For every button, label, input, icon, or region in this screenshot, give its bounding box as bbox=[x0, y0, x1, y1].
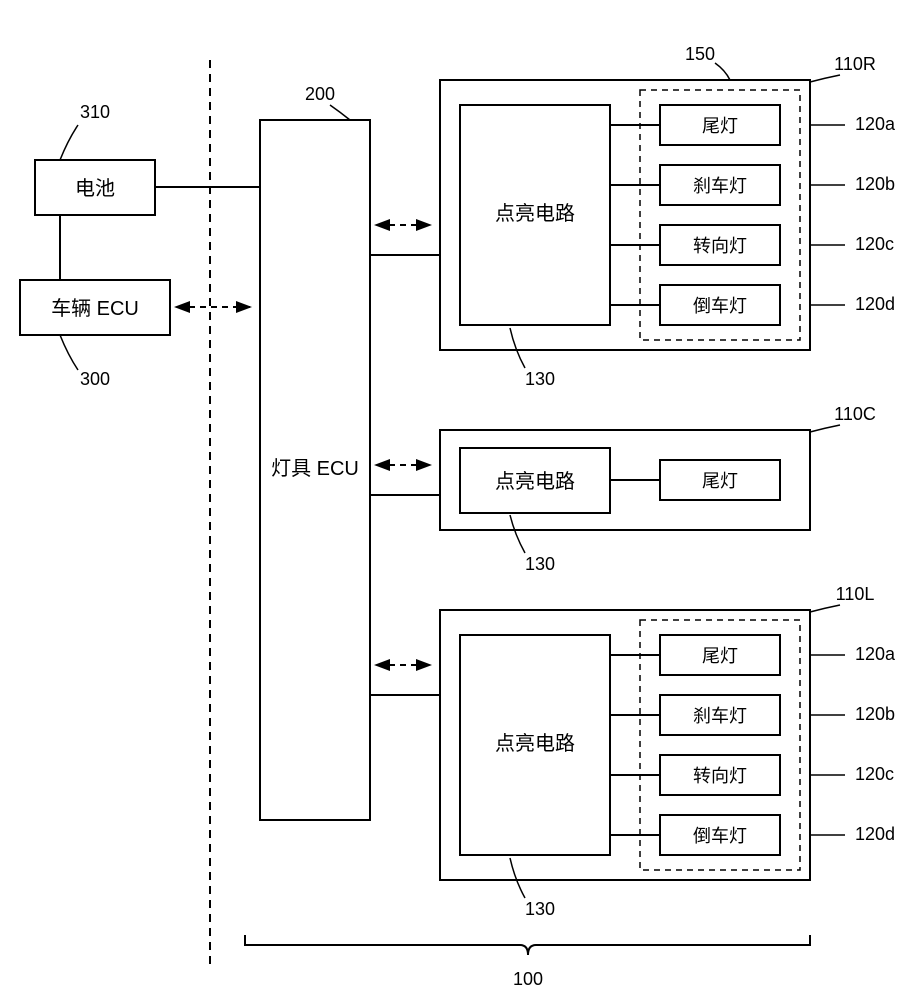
lead-130L bbox=[510, 858, 525, 898]
turn-signal-L-label: 转向灯 bbox=[693, 766, 747, 786]
brace-100 bbox=[245, 935, 810, 955]
tail-light-L-label: 尾灯 bbox=[702, 646, 738, 666]
lead-110L bbox=[810, 605, 840, 612]
label-310: 310 bbox=[80, 102, 110, 122]
brake-light-L-label: 刹车灯 bbox=[693, 706, 747, 726]
label-120c-R: 120c bbox=[855, 234, 894, 254]
label-150: 150 bbox=[685, 44, 715, 64]
lead-110C bbox=[810, 425, 840, 432]
label-120a-L: 120a bbox=[855, 644, 896, 664]
lighting-circuit-L-label: 点亮电路 bbox=[495, 732, 575, 755]
label-110R: 110R bbox=[834, 54, 876, 74]
lead-130C bbox=[510, 515, 525, 553]
lead-200 bbox=[330, 105, 350, 120]
label-130L: 130 bbox=[525, 899, 555, 919]
label-120b-R: 120b bbox=[855, 174, 895, 194]
label-300: 300 bbox=[80, 369, 110, 389]
lead-150R bbox=[715, 63, 730, 80]
label-120d-L: 120d bbox=[855, 824, 895, 844]
label-120b-L: 120b bbox=[855, 704, 895, 724]
label-120c-L: 120c bbox=[855, 764, 894, 784]
lead-130R bbox=[510, 328, 525, 368]
label-130C: 130 bbox=[525, 554, 555, 574]
label-120a-R: 120a bbox=[855, 114, 896, 134]
vehicle-ecu-label: 车辆 ECU bbox=[51, 297, 139, 320]
lighting-circuit-C-label: 点亮电路 bbox=[495, 470, 575, 493]
lead-110R bbox=[810, 75, 840, 82]
turn-signal-R-label: 转向灯 bbox=[693, 236, 747, 256]
lead-310 bbox=[60, 125, 78, 160]
lead-300 bbox=[60, 335, 78, 370]
label-130R: 130 bbox=[525, 369, 555, 389]
brake-light-R-label: 刹车灯 bbox=[693, 176, 747, 196]
block-diagram: 电池 310 车辆 ECU 300 灯具 ECU 200 110R 150 点亮… bbox=[0, 0, 917, 1000]
label-200: 200 bbox=[305, 84, 335, 104]
lighting-circuit-R-label: 点亮电路 bbox=[495, 202, 575, 225]
reverse-light-R-label: 倒车灯 bbox=[693, 296, 747, 316]
label-120d-R: 120d bbox=[855, 294, 895, 314]
battery-label: 电池 bbox=[75, 177, 115, 200]
label-100: 100 bbox=[513, 969, 543, 989]
tail-light-R-label: 尾灯 bbox=[702, 116, 738, 136]
label-110L: 110L bbox=[836, 584, 875, 604]
tail-light-C-label: 尾灯 bbox=[702, 471, 738, 491]
label-110C: 110C bbox=[834, 404, 876, 424]
lamp-ecu-label: 灯具 ECU bbox=[271, 457, 359, 480]
reverse-light-L-label: 倒车灯 bbox=[693, 826, 747, 846]
